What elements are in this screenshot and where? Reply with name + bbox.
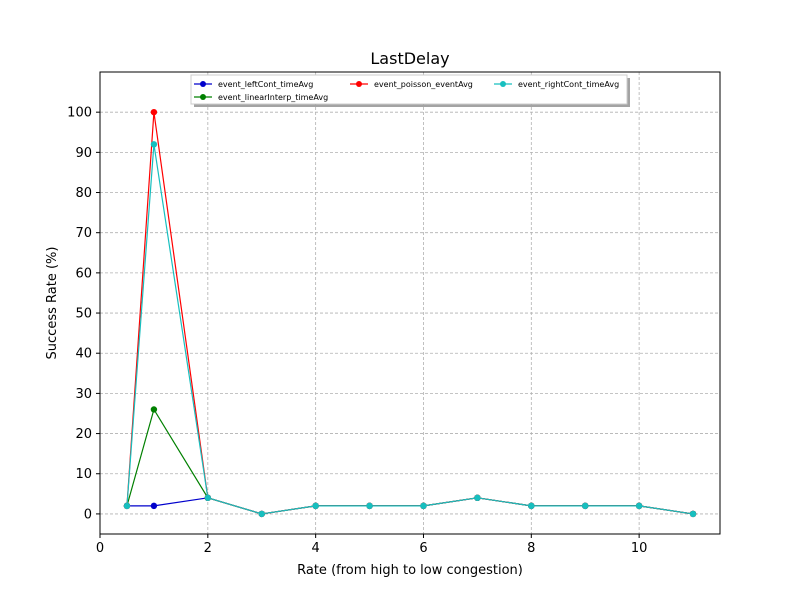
legend-label: event_poisson_eventAvg: [374, 80, 473, 89]
legend: event_leftCont_timeAvg event_linearInterp…: [190, 74, 630, 107]
legend-swatch-marker: [200, 81, 206, 87]
y-tick-label: 10: [75, 467, 92, 482]
plot-frame: [99, 71, 721, 535]
data-point: [582, 502, 589, 510]
x-tick-label: 10: [631, 541, 648, 556]
data-point: [312, 502, 319, 510]
data-point: [420, 502, 427, 510]
series-line: [126, 407, 694, 515]
y-tick-label: 40: [75, 347, 92, 362]
y-tick-label: 100: [67, 106, 92, 121]
series-event_rightCont_timeAvg: [123, 141, 697, 518]
y-tick-label: 20: [75, 427, 92, 442]
data-point: [204, 494, 212, 502]
legend-swatch-marker: [356, 81, 362, 87]
legend-swatch-marker: [500, 81, 506, 87]
legend-entry: event_leftCont_timeAvg: [194, 80, 313, 89]
data-point: [635, 502, 643, 510]
data-point: [689, 510, 697, 518]
data-point: [150, 406, 158, 413]
series-layer: [123, 108, 697, 518]
legend-swatch-marker: [200, 94, 206, 100]
legend-label: event_linearInterp_timeAvg: [218, 93, 328, 102]
y-axis-label: Success Rate (%): [45, 247, 60, 360]
data-point: [150, 141, 158, 148]
x-tick-label: 6: [419, 541, 427, 556]
chart-title: LastDelay: [370, 49, 449, 68]
legend-box: [190, 74, 628, 105]
data-point: [150, 108, 158, 116]
y-tick-label: 0: [84, 507, 92, 522]
data-point: [474, 494, 481, 502]
legend-entry: event_rightCont_timeAvg: [494, 80, 619, 89]
y-tick-label: 60: [75, 266, 92, 281]
y-tick-label: 30: [75, 387, 92, 402]
legend-label: event_rightCont_timeAvg: [518, 80, 619, 89]
legend-label: event_leftCont_timeAvg: [218, 80, 313, 89]
data-point: [150, 502, 158, 510]
x-tick-label: 2: [204, 541, 212, 556]
y-tick-label: 50: [75, 307, 92, 322]
series-line: [126, 144, 694, 515]
data-point: [258, 510, 265, 518]
legend-entry: event_linearInterp_timeAvg: [194, 93, 328, 102]
x-tick-label: 0: [96, 541, 104, 556]
data-point: [366, 502, 373, 510]
y-tick-label: 80: [75, 186, 92, 201]
grid: [99, 72, 720, 534]
y-tick-label: 70: [75, 226, 92, 241]
x-tick-label: 8: [527, 541, 535, 556]
y-tick-label: 90: [75, 146, 92, 161]
x-axis-label: Rate (from high to low congestion): [297, 563, 523, 578]
legend-entry: event_poisson_eventAvg: [350, 80, 473, 89]
data-point: [123, 502, 131, 510]
data-point: [528, 502, 535, 510]
x-tick-label: 4: [312, 541, 320, 556]
